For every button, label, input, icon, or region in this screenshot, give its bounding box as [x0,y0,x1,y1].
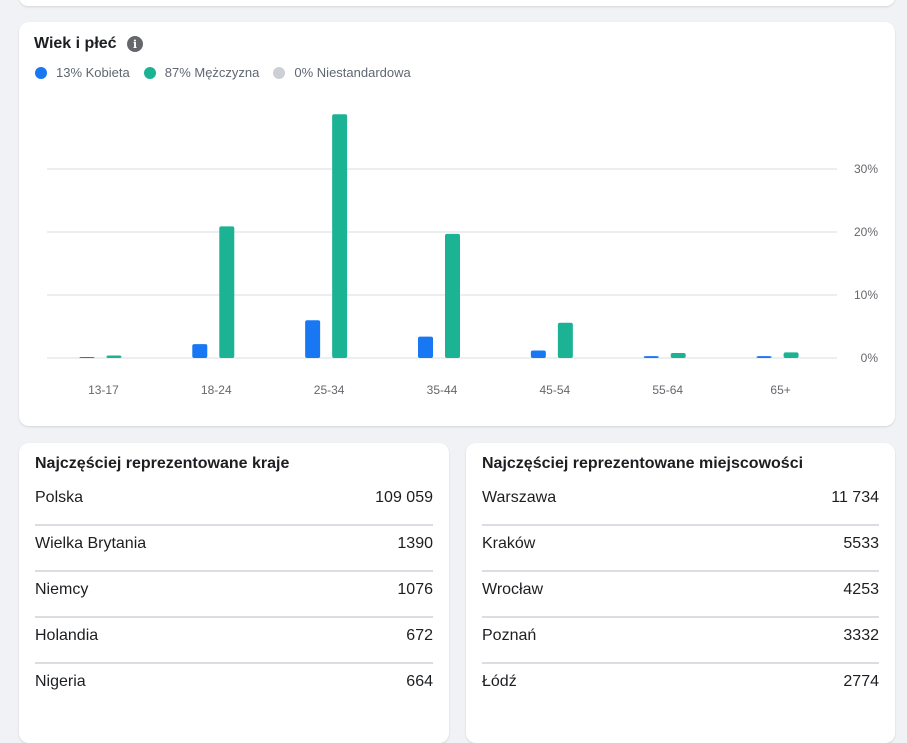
age-gender-card: Wiek i płeć i 13% Kobieta 87% Mężczyzna … [19,22,895,426]
age-gender-title: Wiek i płeć [34,35,117,52]
y-tick-label: 10% [854,288,878,302]
legend-dot-female [35,66,47,79]
list-item: Łódź 2774 [482,664,879,708]
bar-male[interactable] [783,352,799,358]
legend-dot-custom [273,66,286,79]
legend-item-female: 13% Kobieta [35,65,130,80]
info-icon[interactable]: i [127,36,143,52]
country-name: Wielka Brytania [35,535,147,552]
country-name: Holandia [35,627,99,644]
bar-female[interactable] [192,344,208,358]
x-tick-label: 55-64 [652,383,683,397]
country-name: Polska [35,489,84,506]
bar-male[interactable] [219,226,235,358]
list-item: Nigeria 664 [35,664,433,708]
x-tick-label: 35-44 [427,383,458,397]
y-tick-label: 30% [854,162,878,176]
list-item: Holandia 672 [35,618,433,664]
bar-female[interactable] [756,356,772,358]
list-item: Warszawa 11 734 [482,480,879,526]
country-count: 672 [406,627,433,644]
list-item: Wielka Brytania 1390 [35,526,433,572]
top-cities-card: Najczęściej reprezentowane miejscowości … [466,443,895,743]
city-name: Łódź [482,673,517,690]
country-count: 1390 [397,535,433,552]
country-count: 109 059 [375,489,433,506]
bar-male[interactable] [445,233,460,358]
country-count: 664 [406,673,433,690]
city-count: 11 734 [831,489,879,506]
list-item: Poznań 3332 [482,618,879,664]
bar-female[interactable] [418,336,433,358]
legend-dot-male [143,66,156,79]
top-countries-title: Najczęściej reprezentowane kraje [35,455,290,472]
previous-card [19,0,895,6]
city-name: Poznań [482,627,537,644]
city-count: 5533 [843,535,879,552]
list-item: Kraków 5533 [482,526,879,572]
y-tick-label: 20% [854,225,878,239]
legend-label-custom: 0% Niestandardowa [294,65,411,80]
list-item: Wrocław 4253 [482,572,879,618]
x-tick-label: 45-54 [540,383,571,397]
bar-female[interactable] [530,350,546,358]
x-tick-label: 25-34 [314,383,345,397]
age-gender-chart: 0% 10% 20% 30% 13-17 18-24 25-34 35-44 45-54 55-6… [47,114,879,397]
list-item: Niemcy 1076 [35,572,433,618]
city-name: Kraków [482,535,536,552]
countries-list: Polska 109 059 Wielka Brytania 1390 Niemcy… [35,480,433,708]
bar-male[interactable] [557,322,573,358]
bar-female[interactable] [79,357,95,358]
legend-label-female: 13% Kobieta [56,65,130,80]
list-item: Polska 109 059 [35,480,433,526]
city-name: Warszawa [482,489,557,506]
y-tick-label: 0% [861,351,879,365]
x-tick-label: 18-24 [201,383,232,397]
country-name: Nigeria [35,673,86,690]
bar-male[interactable] [670,352,686,358]
legend-label-male: 87% Mężczyzna [164,65,260,80]
top-countries-card: Najczęściej reprezentowane kraje Polska 1… [19,443,449,743]
bar-male[interactable] [106,355,122,358]
city-name: Wrocław [482,581,544,598]
bar-female[interactable] [305,320,321,358]
legend-item-male: 87% Mężczyzna [143,65,260,80]
bar-male[interactable] [332,114,348,358]
city-count: 2774 [843,673,879,690]
legend-item-custom: 0% Niestandardowa [273,65,411,80]
cities-list: Warszawa 11 734 Kraków 5533 Wrocław 4253 Po… [482,480,879,708]
top-cities-title: Najczęściej reprezentowane miejscowości [482,455,804,472]
city-count: 3332 [843,627,879,644]
country-name: Niemcy [35,581,89,598]
country-count: 1076 [397,581,433,598]
bar-female[interactable] [643,356,659,358]
city-count: 4253 [843,581,879,598]
x-tick-label: 13-17 [88,383,119,397]
chart-legend: 13% Kobieta 87% Mężczyzna 0% Niestandard… [35,65,411,80]
x-tick-label: 65+ [770,383,790,397]
